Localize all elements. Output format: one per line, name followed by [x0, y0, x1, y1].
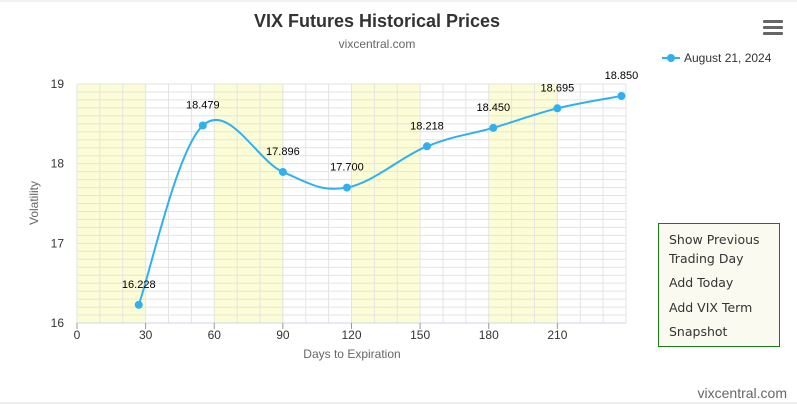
side-menu: Show Previous Trading Day Add Today Add …	[658, 223, 780, 347]
credit-link[interactable]: vixcentral.com	[697, 385, 787, 401]
data-point	[422, 142, 431, 151]
x-tick-label: 0	[74, 328, 81, 342]
data-point	[278, 167, 287, 176]
bottom-border	[0, 402, 797, 404]
data-labels: 16.228 18.479 17.896 17.700 18.218 18.450 18.6…	[122, 70, 638, 291]
x-tick-label: 90	[276, 328, 290, 342]
x-tick-label: 60	[208, 328, 222, 342]
series-line-group	[137, 94, 622, 306]
data-label: 18.218	[410, 120, 444, 132]
menu-item-add-vix-term[interactable]: Add VIX Term	[669, 300, 753, 315]
y-tick-label: 16	[51, 316, 65, 330]
data-point	[617, 91, 626, 100]
legend[interactable]: August 21, 2024	[662, 51, 772, 65]
x-tick-label: 150	[410, 328, 430, 342]
data-point	[489, 123, 498, 132]
x-tick-label: 30	[139, 328, 153, 342]
x-tick-label: 210	[547, 328, 567, 342]
series-line	[137, 94, 622, 306]
x-axis-label: Days to Expiration	[303, 347, 400, 361]
data-point	[198, 121, 207, 130]
data-points	[134, 91, 626, 309]
data-point	[342, 183, 351, 192]
data-label: 18.695	[541, 82, 575, 94]
legend-label: August 21, 2024	[684, 51, 772, 65]
data-label: 18.850	[605, 70, 639, 82]
menu-item-show-previous[interactable]: Show Previous	[669, 232, 760, 247]
axes: 0 30 60 90 120 150 180 210 16 17 18 19	[51, 77, 626, 342]
data-point	[134, 300, 143, 309]
data-label: 18.479	[186, 100, 220, 112]
data-point	[553, 104, 562, 113]
y-tick-label: 18	[51, 157, 65, 171]
y-tick-label: 19	[51, 77, 65, 91]
y-tick-label: 17	[51, 236, 65, 250]
data-label: 17.896	[266, 146, 300, 158]
menu-item-trading-day[interactable]: Trading Day	[669, 251, 744, 266]
menu-item-add-today[interactable]: Add Today	[669, 275, 734, 290]
data-label: 16.228	[122, 279, 156, 291]
legend-marker	[667, 54, 675, 62]
x-tick-label: 180	[479, 328, 499, 342]
hamburger-menu-icon[interactable]	[760, 18, 786, 38]
x-tick-label: 120	[341, 328, 361, 342]
data-label: 17.700	[330, 162, 364, 174]
chart-subtitle: vixcentral.com	[339, 37, 416, 51]
y-axis-label: Volatility	[27, 181, 41, 225]
data-label: 18.450	[476, 102, 510, 114]
chart-title: VIX Futures Historical Prices	[254, 11, 500, 31]
menu-item-snapshot[interactable]: Snapshot	[669, 324, 728, 339]
top-border	[0, 0, 797, 2]
